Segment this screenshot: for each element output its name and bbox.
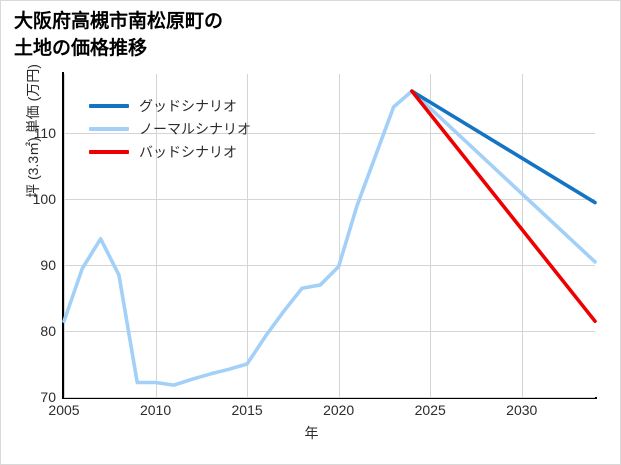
series-line: [62, 89, 597, 387]
y-axis-ticks: 70 80 90 100 110: [1, 1, 56, 464]
gridline-horizontal: [64, 331, 595, 332]
series-line: [410, 89, 597, 205]
x-tick-label: 2025: [414, 402, 446, 418]
gridline-horizontal: [64, 199, 595, 200]
legend-item-label: グッドシナリオ: [139, 97, 237, 114]
series-line: [410, 89, 597, 323]
y-tick-label: 90: [40, 257, 56, 274]
gridline-horizontal: [64, 397, 595, 398]
y-tick-label: 100: [32, 191, 56, 208]
legend-item[interactable]: ノーマルシナリオ: [89, 117, 304, 140]
x-tick-label: 2030: [506, 402, 538, 418]
y-tick-label: 80: [40, 323, 56, 340]
legend-item[interactable]: グッドシナリオ: [89, 94, 304, 117]
legend-item[interactable]: バッドシナリオ: [89, 140, 304, 163]
x-axis-line: [62, 397, 597, 399]
gridline-vertical: [522, 74, 523, 397]
y-tick-label: 110: [33, 125, 56, 142]
legend-color-swatch: [89, 149, 129, 154]
legend-item-label: バッドシナリオ: [139, 143, 237, 160]
gridline-vertical: [64, 74, 65, 397]
legend-color-swatch: [89, 126, 129, 131]
x-tick-label: 2010: [139, 402, 172, 418]
y-tick-label: 70: [40, 389, 56, 405]
legend-item-label: ノーマルシナリオ: [139, 120, 251, 137]
x-tick-label: 2005: [48, 402, 80, 418]
y-axis-label: 坪 (3.3㎡) 単価 (万円): [25, 64, 41, 198]
gridline-horizontal: [64, 265, 595, 266]
y-axis-line: [62, 72, 64, 399]
x-axis-label: 年: [304, 425, 319, 441]
x-tick-label: 2020: [323, 402, 355, 418]
peak-marker-icon: [410, 89, 414, 93]
plot-area: [62, 74, 597, 398]
legend-color-swatch: [89, 103, 129, 108]
legend: グッドシナリオ ノーマルシナリオ バッドシナリオ: [89, 94, 304, 163]
gridline-vertical: [430, 74, 431, 397]
page-title: 大阪府高槻市南松原町の 土地の価格推移: [14, 11, 224, 59]
series-lines: [62, 89, 597, 387]
x-tick-label: 2015: [231, 402, 263, 418]
gridline-horizontal: [64, 133, 595, 134]
gridline-vertical: [156, 74, 157, 397]
gridline-vertical: [339, 74, 340, 397]
gridline-vertical: [247, 74, 248, 397]
